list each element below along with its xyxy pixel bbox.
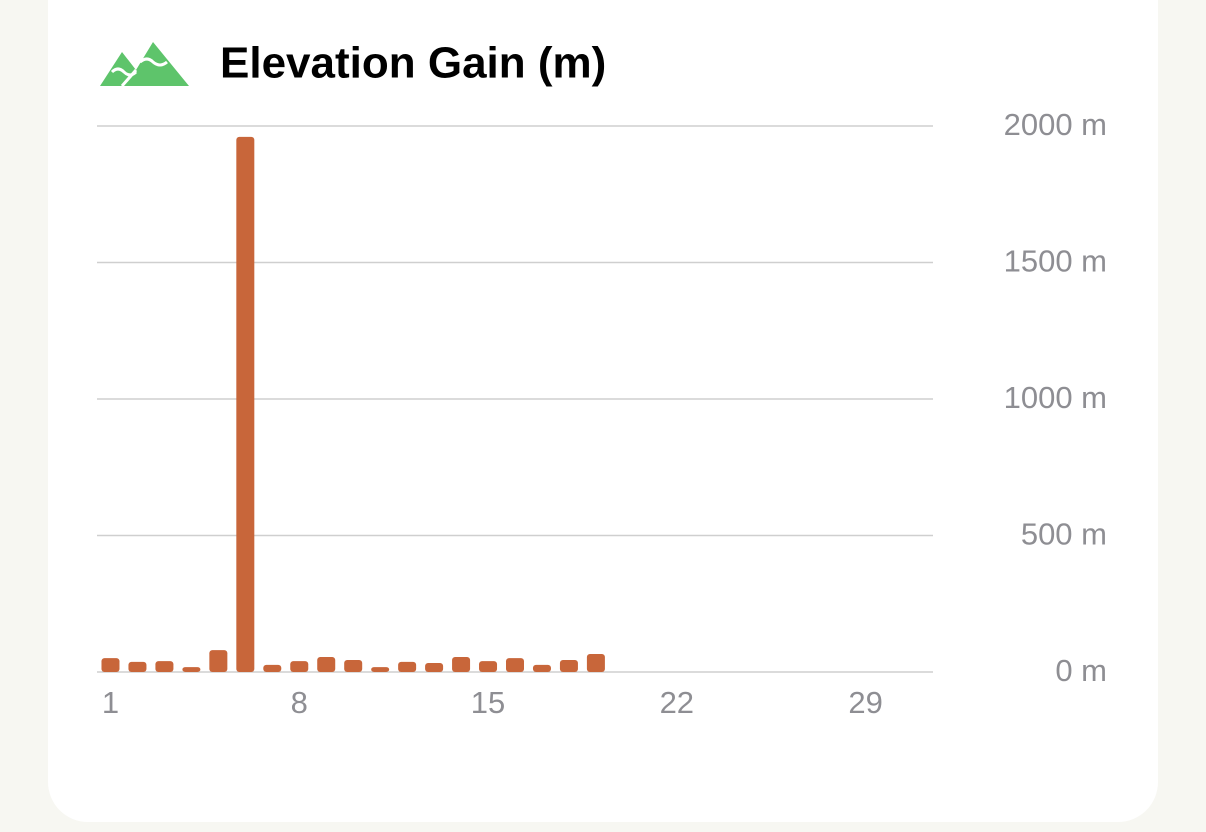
bar (425, 662, 444, 672)
y-tick-label: 500 m (1021, 517, 1107, 552)
bar (586, 653, 605, 672)
bar (479, 661, 498, 672)
bar (101, 658, 120, 672)
mountain-icon (100, 42, 189, 87)
bar (236, 136, 255, 673)
bar (344, 659, 363, 672)
x-tick-label: 1 (102, 685, 119, 720)
y-tick-label: 0 m (1055, 653, 1107, 688)
chart-title: Elevation Gain (m) (220, 39, 606, 88)
y-tick-label: 2000 m (1004, 107, 1107, 142)
bar (559, 659, 578, 672)
y-tick-label: 1000 m (1004, 380, 1107, 415)
bar (398, 661, 417, 672)
bar (506, 658, 524, 672)
x-tick-label: 29 (848, 685, 882, 720)
bar (452, 656, 471, 672)
bar (155, 661, 174, 672)
bar (209, 650, 228, 672)
bar (263, 664, 282, 672)
y-tick-label: 1500 m (1004, 244, 1107, 279)
x-tick-label: 22 (660, 685, 694, 720)
bar (317, 656, 336, 672)
bar (290, 661, 309, 672)
bar (371, 667, 390, 672)
bar (182, 667, 201, 672)
bar (532, 664, 551, 672)
bar (128, 661, 147, 672)
x-tick-label: 15 (471, 685, 505, 720)
x-tick-label: 8 (291, 685, 308, 720)
card (48, 0, 1158, 822)
